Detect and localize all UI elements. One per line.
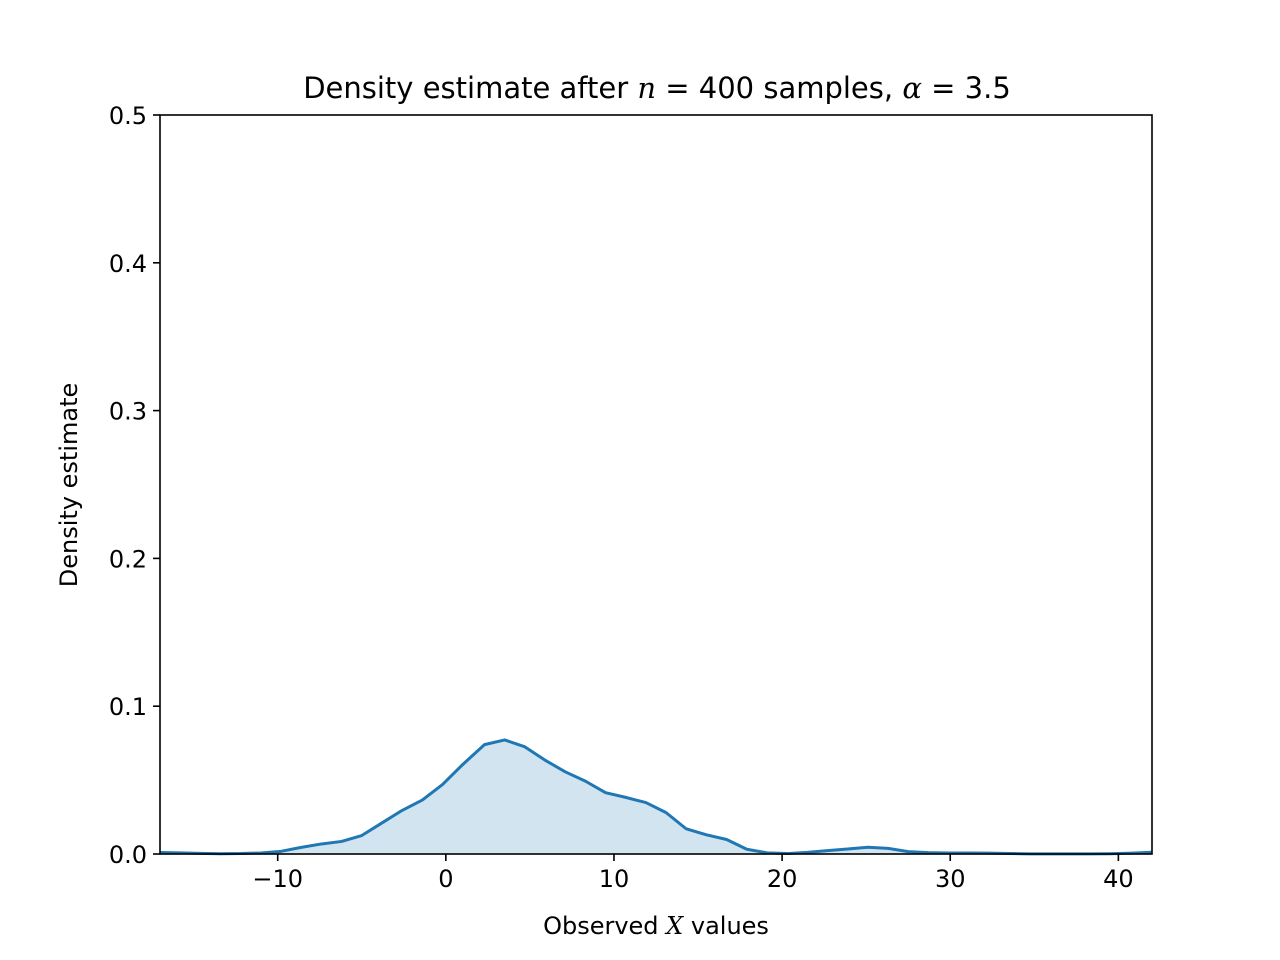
- y-tick-label: 0.4: [109, 250, 147, 278]
- y-axis: 0.0 0.1 0.2 0.3 0.4 0.5: [109, 102, 160, 869]
- x-tick-label: 0: [438, 865, 453, 893]
- x-axis: −10 0 10 20 30 40: [252, 854, 1134, 893]
- chart-title: Density estimate after n = 400 samples, …: [303, 71, 1011, 105]
- y-tick-label: 0.5: [109, 102, 147, 130]
- y-tick-label: 0.3: [109, 398, 147, 426]
- plot-background: [160, 115, 1152, 854]
- x-tick-label: 10: [599, 865, 630, 893]
- x-tick-label: 20: [767, 865, 798, 893]
- density-line: [159, 738, 1153, 856]
- x-axis-label: Observed X values: [543, 912, 769, 940]
- y-tick-label: 0.1: [109, 693, 147, 721]
- y-tick-label: 0.0: [109, 841, 147, 869]
- x-tick-label: −10: [252, 865, 303, 893]
- density-fill-area: [160, 739, 1152, 854]
- plot-frame: [159, 114, 1153, 855]
- x-tick-label: 40: [1103, 865, 1134, 893]
- x-tick-label: 30: [935, 865, 966, 893]
- y-tick-label: 0.2: [109, 545, 147, 573]
- plot-area: [159, 115, 1153, 856]
- y-axis-label: Density estimate: [55, 383, 83, 587]
